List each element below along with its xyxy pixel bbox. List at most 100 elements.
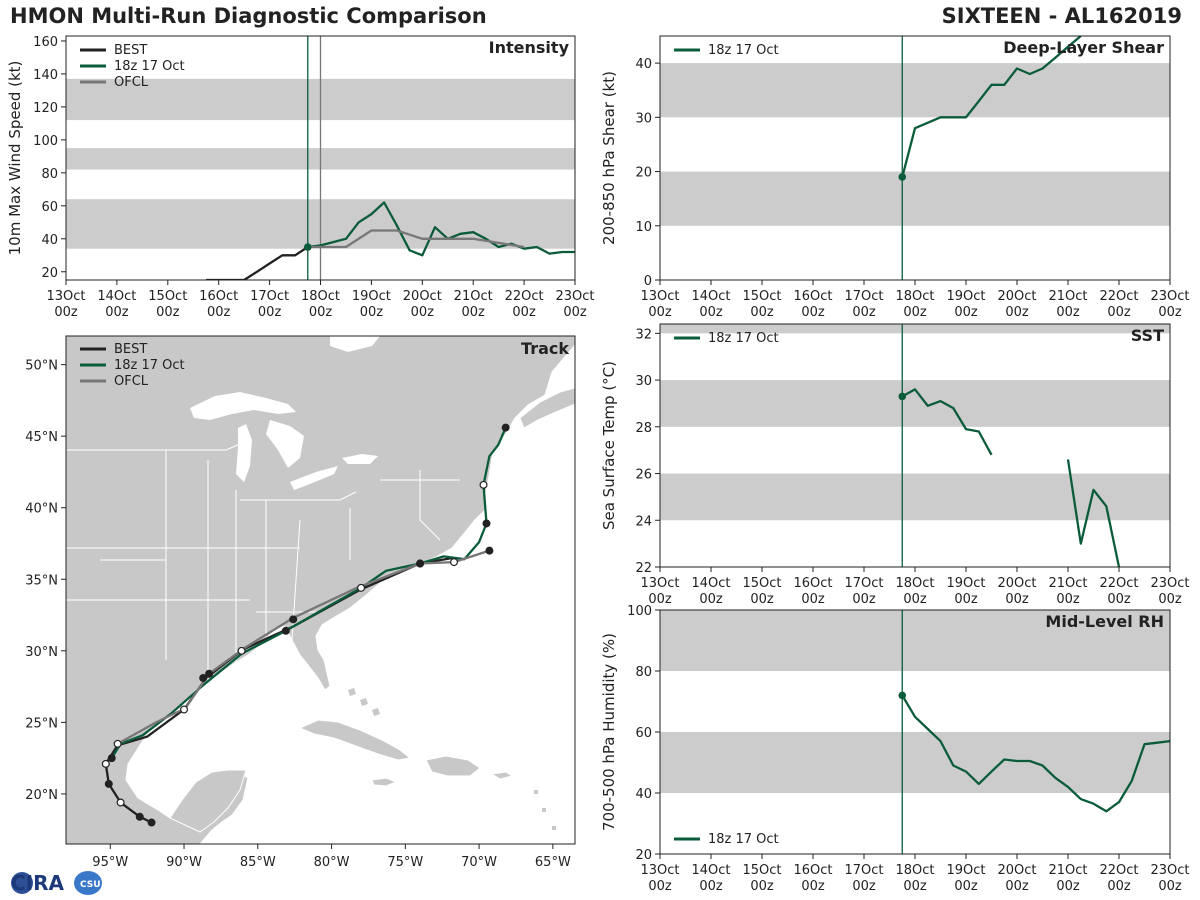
puerto-rico-land — [490, 771, 514, 780]
lake-erie — [290, 466, 338, 490]
shear-legend-label-0: 18z 17 Oct — [708, 43, 779, 58]
rh-band-1 — [660, 610, 1170, 671]
shear-series-18z-17-oct — [901, 36, 1082, 178]
track-title: Track — [521, 339, 569, 358]
track-legend-label-1: 18z 17 Oct — [114, 358, 185, 373]
intensity-xtick-hour-8: 00z — [462, 305, 486, 320]
sst-xtick-day-3: 16Oct — [793, 576, 832, 591]
rh-ytick-label-0: 20 — [635, 848, 652, 863]
shear-xtick-day-2: 15Oct — [742, 289, 781, 304]
track-point-18z-17-oct-5 — [479, 480, 488, 489]
state-borders — [66, 443, 460, 680]
shear-xtick-hour-9: 00z — [1107, 305, 1131, 320]
rh-xtick-day-0: 13Oct — [640, 863, 679, 878]
intensity-legend-label-0: BEST — [114, 43, 147, 58]
intensity-legend-label-1: 18z 17 Oct — [114, 59, 185, 74]
track-lat-label-5: 45°N — [25, 430, 58, 445]
shear-xtick-hour-2: 00z — [750, 305, 774, 320]
figure-title: HMON Multi-Run Diagnostic Comparison — [10, 4, 487, 28]
shear-xtick-hour-5: 00z — [903, 305, 927, 320]
sst-xtick-day-2: 15Oct — [742, 576, 781, 591]
sst-xtick-day-4: 17Oct — [844, 576, 883, 591]
lake-ontario — [342, 454, 378, 464]
shear-ytick-label-2: 20 — [635, 166, 652, 181]
track-lon-label-3: 80°W — [314, 855, 350, 870]
track-point-ofcl-7 — [450, 558, 459, 567]
sst-ytick-label-1: 24 — [635, 514, 652, 529]
intensity-xtick-day-10: 23Oct — [555, 289, 594, 304]
sst-xtick-day-6: 19Oct — [946, 576, 985, 591]
sst-xtick-day-5: 18Oct — [895, 576, 934, 591]
sst-ytick-label-3: 28 — [635, 421, 652, 436]
rh-title: Mid-Level RH — [1045, 612, 1164, 631]
intensity-xtick-day-4: 17Oct — [250, 289, 289, 304]
sst-xtick-hour-7: 00z — [1005, 592, 1029, 607]
sst-band-2 — [660, 324, 1170, 334]
intensity-xtick-hour-2: 00z — [156, 305, 180, 320]
shear-xtick-day-4: 17Oct — [844, 289, 883, 304]
track-legend-label-2: OFCL — [114, 374, 149, 389]
sst-xtick-hour-3: 00z — [801, 592, 825, 607]
track-legend-label-0: BEST — [114, 342, 147, 357]
logo-text: CIRA — [11, 871, 65, 895]
shear-xtick-day-8: 21Oct — [1048, 289, 1087, 304]
intensity-xtick-day-6: 19Oct — [352, 289, 391, 304]
track-lon-label-2: 85°W — [240, 855, 276, 870]
track-lon-label-6: 65°W — [535, 855, 571, 870]
sst-title: SST — [1131, 326, 1164, 345]
intensity-xtick-hour-3: 00z — [207, 305, 231, 320]
sst-xtick-hour-6: 00z — [954, 592, 978, 607]
intensity-xtick-day-9: 22Oct — [505, 289, 544, 304]
sst-ytick-label-5: 32 — [635, 327, 652, 342]
sst-legend-label-0: 18z 17 Oct — [708, 331, 779, 346]
sst-ylabel: Sea Surface Temp (°C) — [600, 361, 618, 530]
track-point-18z-17-oct-1 — [199, 674, 208, 683]
track-point-best-3 — [104, 779, 113, 788]
intensity-series-best — [206, 246, 309, 280]
track-point-ofcl-6 — [416, 559, 425, 568]
track-point-18z-17-oct-6 — [501, 423, 510, 432]
intensity-xtick-hour-4: 00z — [258, 305, 282, 320]
intensity-legend-label-2: OFCL — [114, 75, 149, 90]
rh-xtick-hour-5: 00z — [903, 879, 927, 894]
track-point-best-0 — [147, 818, 156, 827]
track-lat-label-2: 30°N — [25, 645, 58, 660]
track-plot-area — [101, 423, 510, 827]
track-point-best-2 — [116, 798, 125, 807]
shear-xtick-hour-6: 00z — [954, 305, 978, 320]
rh-xtick-day-6: 19Oct — [946, 863, 985, 878]
shear-ylabel: 200-850 hPa Shear (kt) — [600, 71, 618, 245]
track-lon-label-4: 75°W — [387, 855, 423, 870]
intensity-plot-area — [66, 36, 575, 280]
intensity-title: Intensity — [489, 38, 570, 57]
lesser-antilles-land — [534, 790, 556, 830]
track-map-panel — [65, 335, 576, 845]
sst-xtick-hour-10: 00z — [1158, 592, 1182, 607]
logo-csu-mark — [74, 871, 102, 895]
intensity-xtick-hour-10: 00z — [563, 305, 587, 320]
shear-xtick-hour-7: 00z — [1005, 305, 1029, 320]
track-lat-label-0: 20°N — [25, 788, 58, 803]
shear-xtick-hour-0: 00z — [648, 305, 672, 320]
hudson-bay-fragment — [330, 336, 380, 352]
rh-xtick-hour-7: 00z — [1005, 879, 1029, 894]
track-point-ofcl-3 — [237, 646, 246, 655]
track-lon-label-1: 90°W — [166, 855, 202, 870]
shear-ytick-label-0: 0 — [644, 274, 652, 289]
lake-michigan — [236, 424, 252, 482]
intensity-ytick-label-0: 20 — [41, 266, 58, 281]
rh-xtick-hour-1: 00z — [699, 879, 723, 894]
intensity-xtick-day-1: 14Oct — [97, 289, 136, 304]
rh-xtick-hour-10: 00z — [1158, 879, 1182, 894]
shear-plot-area — [660, 36, 1170, 280]
track-point-18z-17-oct-0 — [107, 754, 116, 763]
sst-band-1 — [660, 380, 1170, 427]
track-point-ofcl-8 — [485, 546, 494, 555]
sst-ytick-label-4: 30 — [635, 374, 652, 389]
sst-ytick-label-2: 26 — [635, 468, 652, 483]
track-point-ofcl-4 — [289, 615, 298, 624]
track-point-18z-17-oct-2 — [281, 626, 290, 635]
rh-legend-label-0: 18z 17 Oct — [708, 832, 779, 847]
track-point-best-1 — [135, 812, 144, 821]
